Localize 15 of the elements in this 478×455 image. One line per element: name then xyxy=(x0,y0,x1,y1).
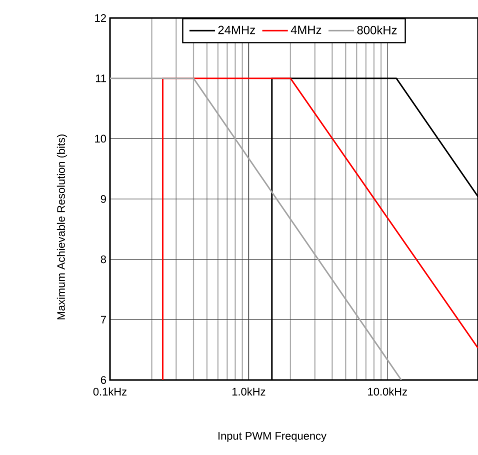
y-tick-label: 7 xyxy=(100,316,106,324)
y-tick-label: 9 xyxy=(100,195,106,203)
y-tick-label: 12 xyxy=(95,14,106,22)
legend-label: 800kHz xyxy=(357,26,397,34)
y-tick-label: 8 xyxy=(100,255,106,264)
y-tick-label: 11 xyxy=(96,74,106,82)
y-tick-label: 6 xyxy=(100,376,106,384)
x-tick-label: 1.0kHz xyxy=(232,388,266,396)
legend-label: 4MHz xyxy=(290,26,322,34)
legend-label: 24MHz xyxy=(218,26,255,34)
x-tick-label: 0.1kHz xyxy=(93,388,127,396)
x-tick-label: 10.0kHz xyxy=(368,388,407,396)
y-axis-title: Maximum Achievable Resolution (bits) xyxy=(56,134,68,320)
x-axis-title: Input PWM Frequency xyxy=(218,432,326,442)
y-tick-label: 10 xyxy=(95,134,106,143)
